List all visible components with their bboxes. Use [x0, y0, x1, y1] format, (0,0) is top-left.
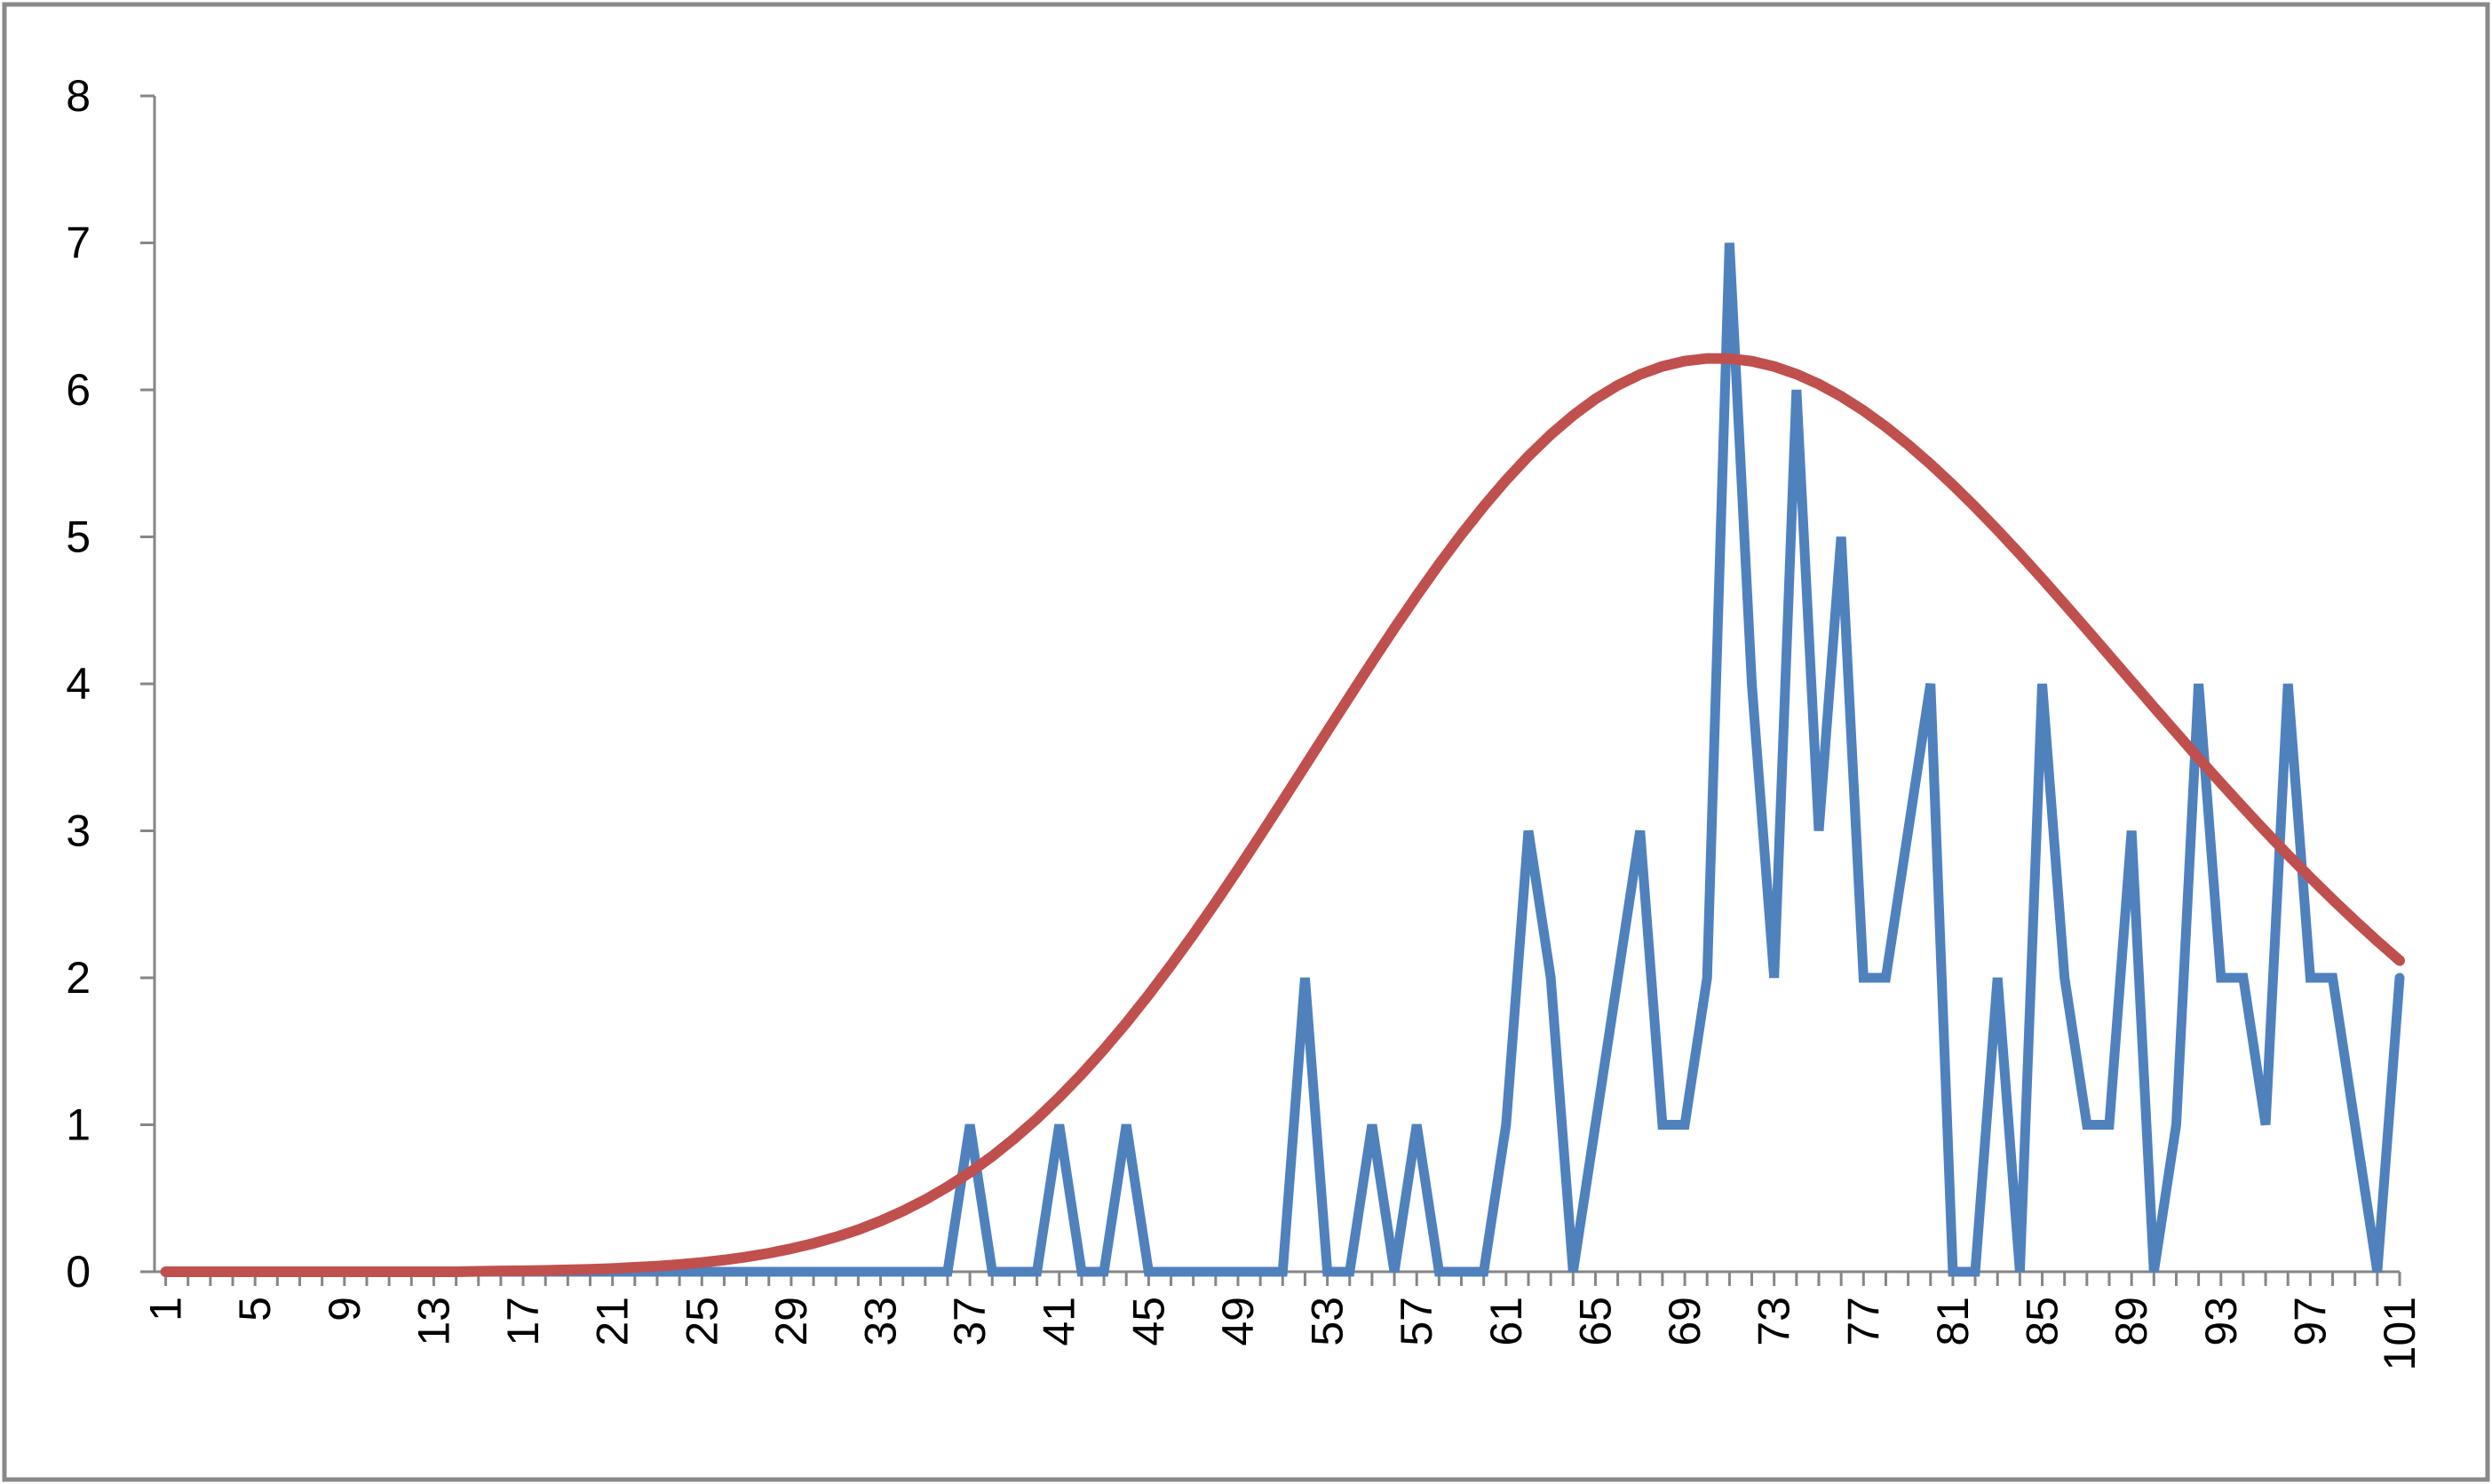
x-tick-label: 61	[1481, 1297, 1531, 1346]
x-tick-label: 25	[677, 1297, 726, 1346]
x-tick-label: 49	[1213, 1297, 1263, 1346]
x-tick-label: 45	[1123, 1297, 1173, 1346]
y-tick-label: 3	[66, 806, 91, 856]
series-lines	[160, 242, 2405, 1277]
x-tick-label: 5	[230, 1297, 280, 1321]
x-tick-label: 1	[141, 1297, 191, 1321]
y-tick-label: 0	[66, 1247, 91, 1297]
y-tick-label: 7	[66, 218, 91, 268]
x-tick-label: 77	[1838, 1297, 1888, 1346]
x-tick-label: 53	[1303, 1297, 1353, 1346]
x-tick-label: 33	[856, 1297, 906, 1346]
x-tick-label: 65	[1570, 1297, 1620, 1346]
x-axis-ticks: 1 5 9 13 17 21 25 29 33 37 41 45 49 53 57 61 65 69 73 77 81 8…	[141, 1272, 2425, 1370]
y-tick-label: 5	[66, 512, 91, 562]
y-tick-label: 4	[66, 659, 91, 709]
series-line-2	[160, 353, 2405, 1277]
x-tick-label: 13	[409, 1297, 458, 1346]
x-tick-label: 29	[766, 1297, 816, 1346]
y-tick-label: 6	[66, 365, 91, 415]
y-tick-label: 8	[66, 71, 91, 121]
x-tick-label: 69	[1660, 1297, 1710, 1346]
x-tick-label: 93	[2196, 1297, 2246, 1346]
x-tick-label: 81	[1928, 1297, 1978, 1346]
y-axis-ticks: 0 1 2 3 4 5 6 7 8	[66, 71, 155, 1297]
x-tick-label: 21	[588, 1297, 638, 1346]
y-tick-label: 2	[66, 953, 91, 1003]
y-tick-label: 1	[66, 1100, 91, 1150]
x-tick-label: 85	[2018, 1297, 2067, 1346]
x-tick-label: 17	[498, 1297, 548, 1346]
x-tick-label: 41	[1035, 1297, 1084, 1346]
x-tick-label: 9	[320, 1297, 369, 1321]
x-tick-label: 57	[1392, 1297, 1441, 1346]
x-tick-label: 89	[2107, 1297, 2156, 1346]
x-tick-label: 97	[2285, 1297, 2335, 1346]
x-tick-label: 101	[2375, 1297, 2425, 1370]
x-tick-label: 73	[1750, 1297, 1799, 1346]
x-tick-label: 37	[945, 1297, 995, 1346]
